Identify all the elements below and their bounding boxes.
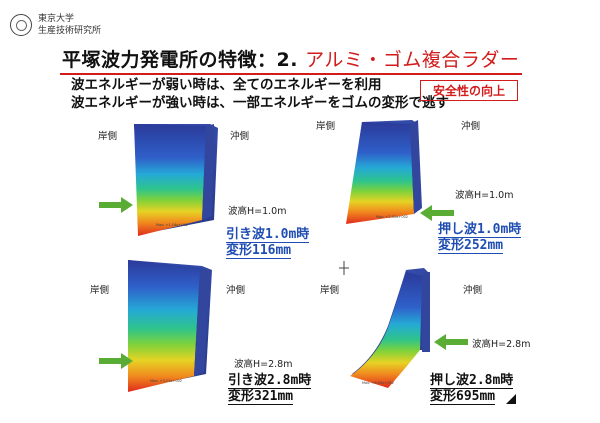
- institute-name: 東京大学 生産技術研究所: [38, 13, 101, 37]
- panel3-offshore-label: 沖側: [226, 285, 246, 296]
- panel2-caption-line2: 変形252mm: [438, 238, 504, 254]
- institute-line2: 生産技術研究所: [38, 26, 102, 36]
- panel1-wave-height: 波高H=1.0m: [228, 206, 287, 217]
- svg-text:Max: +3.21e+002: Max: +3.21e+002: [150, 379, 182, 383]
- panel1-caption-line1: 引き波1.0m時: [226, 227, 310, 243]
- svg-text:Max: +6.95e+002: Max: +6.95e+002: [362, 381, 394, 385]
- intro-text: 波エネルギーが弱い時は、全てのエネルギーを利用 波エネルギーが強い時は、一部エネ…: [71, 76, 449, 112]
- panel4-rudder-model: Max: +6.95e+002: [348, 266, 448, 396]
- intro-line2: 波エネルギーが強い時は、一部エネルギーをゴムの変形で逃す: [71, 95, 449, 111]
- university-seal-icon: [10, 14, 32, 36]
- panel2-shore-label: 岸側: [316, 121, 336, 132]
- panel3-wave-arrow: [99, 353, 133, 369]
- panel1-shore-label: 岸側: [98, 131, 118, 142]
- panel3-wave-height: 波高H=2.8m: [234, 359, 293, 370]
- panel1-offshore-label: 沖側: [230, 131, 250, 142]
- panel4-offshore-label: 沖側: [463, 285, 483, 296]
- panel4-shore-label: 岸側: [320, 285, 340, 296]
- panel3-caption-line1: 引き波2.8m時: [228, 373, 312, 389]
- panel2-wave-arrow: [420, 205, 454, 221]
- panel4-wave-height: 波高H=2.8m: [472, 339, 531, 350]
- panel2-caption: 押し波1.0m時 変形252mm: [438, 222, 522, 254]
- institute-line1: 東京大学: [38, 14, 75, 24]
- panel2-rudder-model: Max: +2.52e+002: [340, 118, 440, 233]
- panel3-caption: 引き波2.8m時 変形321mm: [228, 373, 312, 405]
- panel1-caption: 引き波1.0m時 変形116mm: [226, 227, 310, 259]
- panel1-wave-arrow: [99, 197, 133, 213]
- panel4-caption-line1: 押し波2.8m時: [430, 373, 514, 389]
- panel2-offshore-label: 沖側: [461, 121, 481, 132]
- title-underline: [60, 73, 522, 75]
- panel3-caption-line2: 変形321mm: [228, 389, 294, 405]
- svg-text:Max: +2.52e+002: Max: +2.52e+002: [376, 215, 408, 219]
- svg-text:Max: +1.16e+002: Max: +1.16e+002: [156, 223, 188, 227]
- panel4-wave-arrow: [434, 334, 468, 350]
- panel4-caption-line2: 変形695mm: [430, 389, 496, 405]
- panel3-shore-label: 岸側: [90, 285, 110, 296]
- corner-triangle-icon: [506, 394, 516, 404]
- panel4-caption: 押し波2.8m時 変形695mm: [430, 373, 514, 405]
- slide-title: 平塚波力発電所の特徴：2. アルミ・ゴム複合ラダー: [62, 45, 519, 72]
- intro-line1: 波エネルギーが弱い時は、全てのエネルギーを利用: [71, 77, 382, 93]
- title-accent: アルミ・ゴム複合ラダー: [305, 49, 520, 71]
- panel1-rudder-model: Max: +1.16e+002: [126, 120, 226, 240]
- axis-triad-icon: [339, 260, 349, 275]
- title-main: 平塚波力発電所の特徴：2.: [62, 49, 306, 71]
- panel2-wave-height: 波高H=1.0m: [455, 190, 514, 201]
- panel2-caption-line1: 押し波1.0m時: [438, 222, 522, 238]
- panel3-rudder-model: Max: +3.21e+002: [118, 256, 218, 396]
- panel1-caption-line2: 変形116mm: [226, 243, 292, 259]
- safety-badge: 安全性の向上: [420, 80, 518, 101]
